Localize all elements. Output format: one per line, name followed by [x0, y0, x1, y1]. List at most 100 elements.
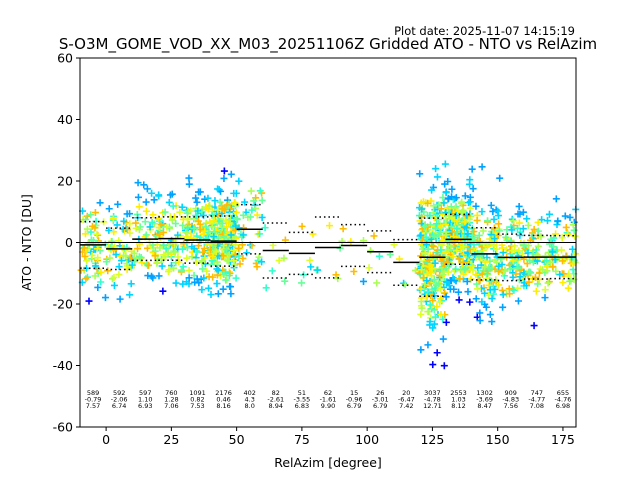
scatter-point	[184, 224, 192, 232]
scatter-point	[559, 278, 567, 286]
y-tick-label: 60	[57, 51, 73, 66]
scatter-point	[128, 261, 136, 269]
scatter-point	[161, 208, 169, 216]
scatter-point	[564, 230, 572, 238]
scatter-point	[417, 231, 425, 239]
scatter-point	[366, 247, 374, 255]
scatter-point	[82, 275, 90, 283]
scatter-point	[200, 211, 208, 219]
bin-mean-label: -6.47	[398, 396, 415, 404]
scatter-point	[450, 285, 458, 293]
scatter-point	[231, 251, 239, 259]
scatter-point	[171, 248, 179, 256]
scatter-point	[514, 297, 522, 305]
scatter-point	[561, 212, 569, 220]
scatter-point	[417, 310, 425, 318]
bin-std-label: 7.08	[530, 402, 544, 410]
scatter-point	[535, 275, 543, 283]
scatter-point	[455, 234, 463, 242]
scatter-point	[202, 235, 210, 243]
x-tick-label: 150	[486, 432, 510, 447]
scatter-point	[226, 216, 234, 224]
scatter-point	[97, 278, 105, 286]
scatter-point	[143, 185, 151, 193]
scatter-point	[395, 255, 403, 263]
x-tick-label: 50	[229, 432, 245, 447]
scatter-point	[247, 187, 255, 195]
y-tick-label: 0	[65, 235, 73, 250]
scatter-point	[493, 259, 501, 267]
scatter-point	[114, 200, 122, 208]
scatter-point	[459, 206, 467, 214]
scatter-point	[489, 290, 497, 298]
scatter-point	[93, 245, 101, 253]
scatter-point	[207, 291, 215, 299]
scatter-point	[248, 242, 256, 250]
x-tick-label: 75	[294, 432, 310, 447]
scatter-point	[261, 224, 269, 232]
scatter-point	[452, 194, 460, 202]
scatter-point	[423, 270, 431, 278]
scatter-point	[437, 246, 445, 254]
scatter-point	[225, 272, 233, 279]
scatter-point	[411, 266, 419, 274]
scatter-point	[307, 263, 315, 271]
scatter-point	[169, 202, 177, 210]
scatter-point	[541, 286, 549, 294]
scatter-point	[482, 303, 490, 311]
scatter-point	[97, 268, 105, 276]
scatter-point	[549, 263, 557, 271]
scatter-point	[429, 242, 437, 250]
scatter-point	[94, 283, 102, 291]
bin-std-label: 7.06	[164, 402, 178, 410]
scatter-point	[428, 272, 436, 280]
scatter-point	[514, 284, 522, 292]
x-axis-ticks: 0 25 50 75 100 125 150 175	[102, 427, 575, 447]
scatter-point	[338, 237, 346, 245]
scatter-point	[462, 264, 470, 272]
scatter-point	[472, 295, 480, 303]
scatter-point	[446, 277, 454, 285]
scatter-point	[87, 248, 95, 256]
bin-count-label: 26	[376, 389, 384, 397]
scatter-point	[209, 273, 217, 281]
scatter-point	[359, 277, 367, 285]
scatter-point	[219, 285, 227, 293]
scatter-point	[132, 219, 140, 227]
scatter-point	[541, 294, 549, 302]
scatter-point	[559, 257, 567, 265]
scatter-point	[225, 251, 233, 259]
scatter-point	[474, 285, 482, 293]
scatter-point	[427, 314, 435, 322]
scatter-point	[214, 290, 222, 298]
scatter-point	[471, 251, 479, 259]
scatter-point	[221, 206, 229, 214]
scatter-point	[153, 259, 161, 267]
scatter-point	[235, 252, 243, 260]
scatter-point	[488, 318, 496, 326]
scatter-point	[437, 285, 445, 293]
scatter-point	[468, 262, 476, 270]
scatter-point	[200, 274, 208, 282]
scatter-point	[108, 237, 116, 245]
scatter-point	[169, 240, 177, 248]
bin-count-label: 2176	[215, 389, 232, 397]
scatter-point	[258, 258, 266, 266]
scatter-point	[417, 285, 425, 293]
bin-mean-label: -2.61	[267, 396, 284, 404]
bin-std-label: 8.12	[451, 402, 465, 410]
scatter-point	[485, 291, 493, 299]
scatter-point	[424, 199, 432, 207]
scatter-point	[443, 258, 451, 266]
scatter-point	[421, 223, 429, 231]
scatter-point	[426, 301, 434, 309]
scatter-point	[214, 185, 222, 193]
scatter-point	[182, 228, 190, 236]
scatter-point	[435, 201, 443, 209]
scatter-point	[223, 246, 231, 254]
scatter-point	[487, 231, 495, 239]
scatter-point	[515, 247, 523, 255]
scatter-point	[461, 192, 469, 200]
scatter-point	[325, 222, 333, 230]
